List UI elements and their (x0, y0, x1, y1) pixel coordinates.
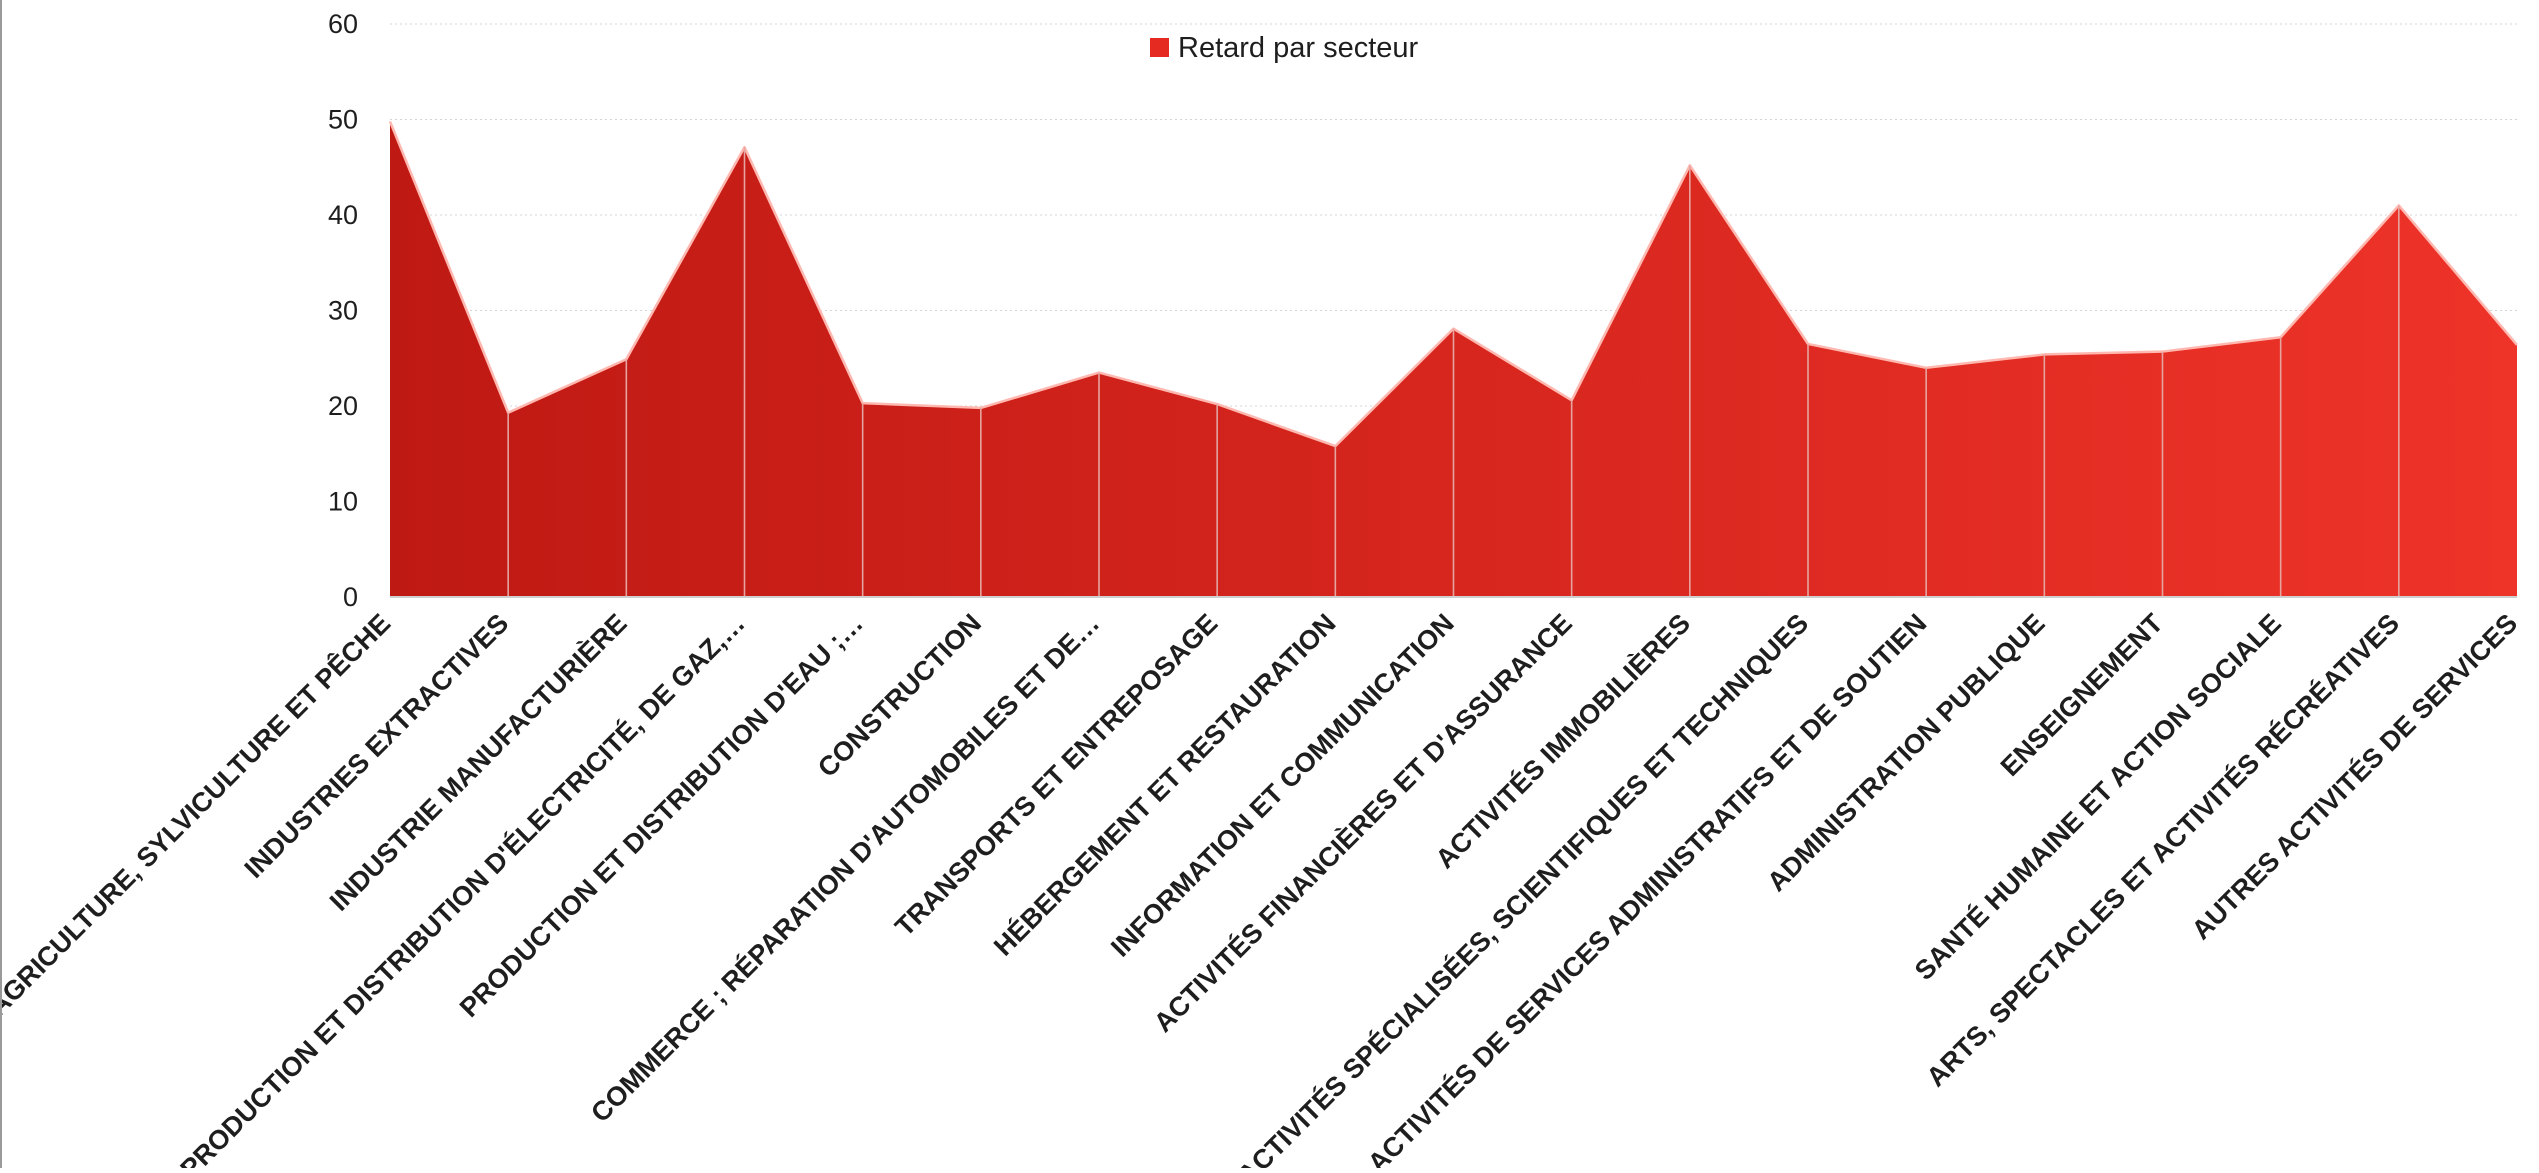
legend-label: Retard par secteur (1178, 32, 1419, 64)
legend-swatch (1150, 38, 1169, 57)
x-tick-label: ACTIVITÉS FINANCIÈRES ET D'ASSURANCE (1147, 607, 1578, 1038)
x-axis: AGRICULTURE, SYLVICULTURE ET PÊCHEINDUST… (0, 597, 2523, 1168)
legend: Retard par secteur (1150, 32, 1419, 64)
y-tick-label: 10 (328, 487, 358, 517)
y-tick-label: 50 (328, 105, 358, 135)
y-tick-label: 30 (328, 296, 358, 326)
x-tick-label: ACTIVITÉS DE SERVICES ADMINISTRATIFS ET … (1361, 607, 1932, 1168)
y-tick-label: 60 (328, 9, 358, 39)
y-tick-label: 0 (343, 582, 358, 612)
y-axis: 0 10 20 30 40 50 60 (328, 9, 358, 612)
y-tick-label: 20 (328, 391, 358, 421)
left-border (0, 0, 2, 1168)
x-tick-label: PRODUCTION ET DISTRIBUTION D'EAU ;… (454, 608, 869, 1023)
x-tick-label: AGRICULTURE, SYLVICULTURE ET PÊCHE (0, 607, 396, 1021)
x-tick-label: PRODUCTION ET DISTRIBUTION D'ÉLECTRICITÉ… (174, 607, 751, 1168)
x-tick-label: ACTIVITÉS IMMOBILIÈRES (1429, 607, 1696, 874)
y-tick-label: 40 (328, 200, 358, 230)
